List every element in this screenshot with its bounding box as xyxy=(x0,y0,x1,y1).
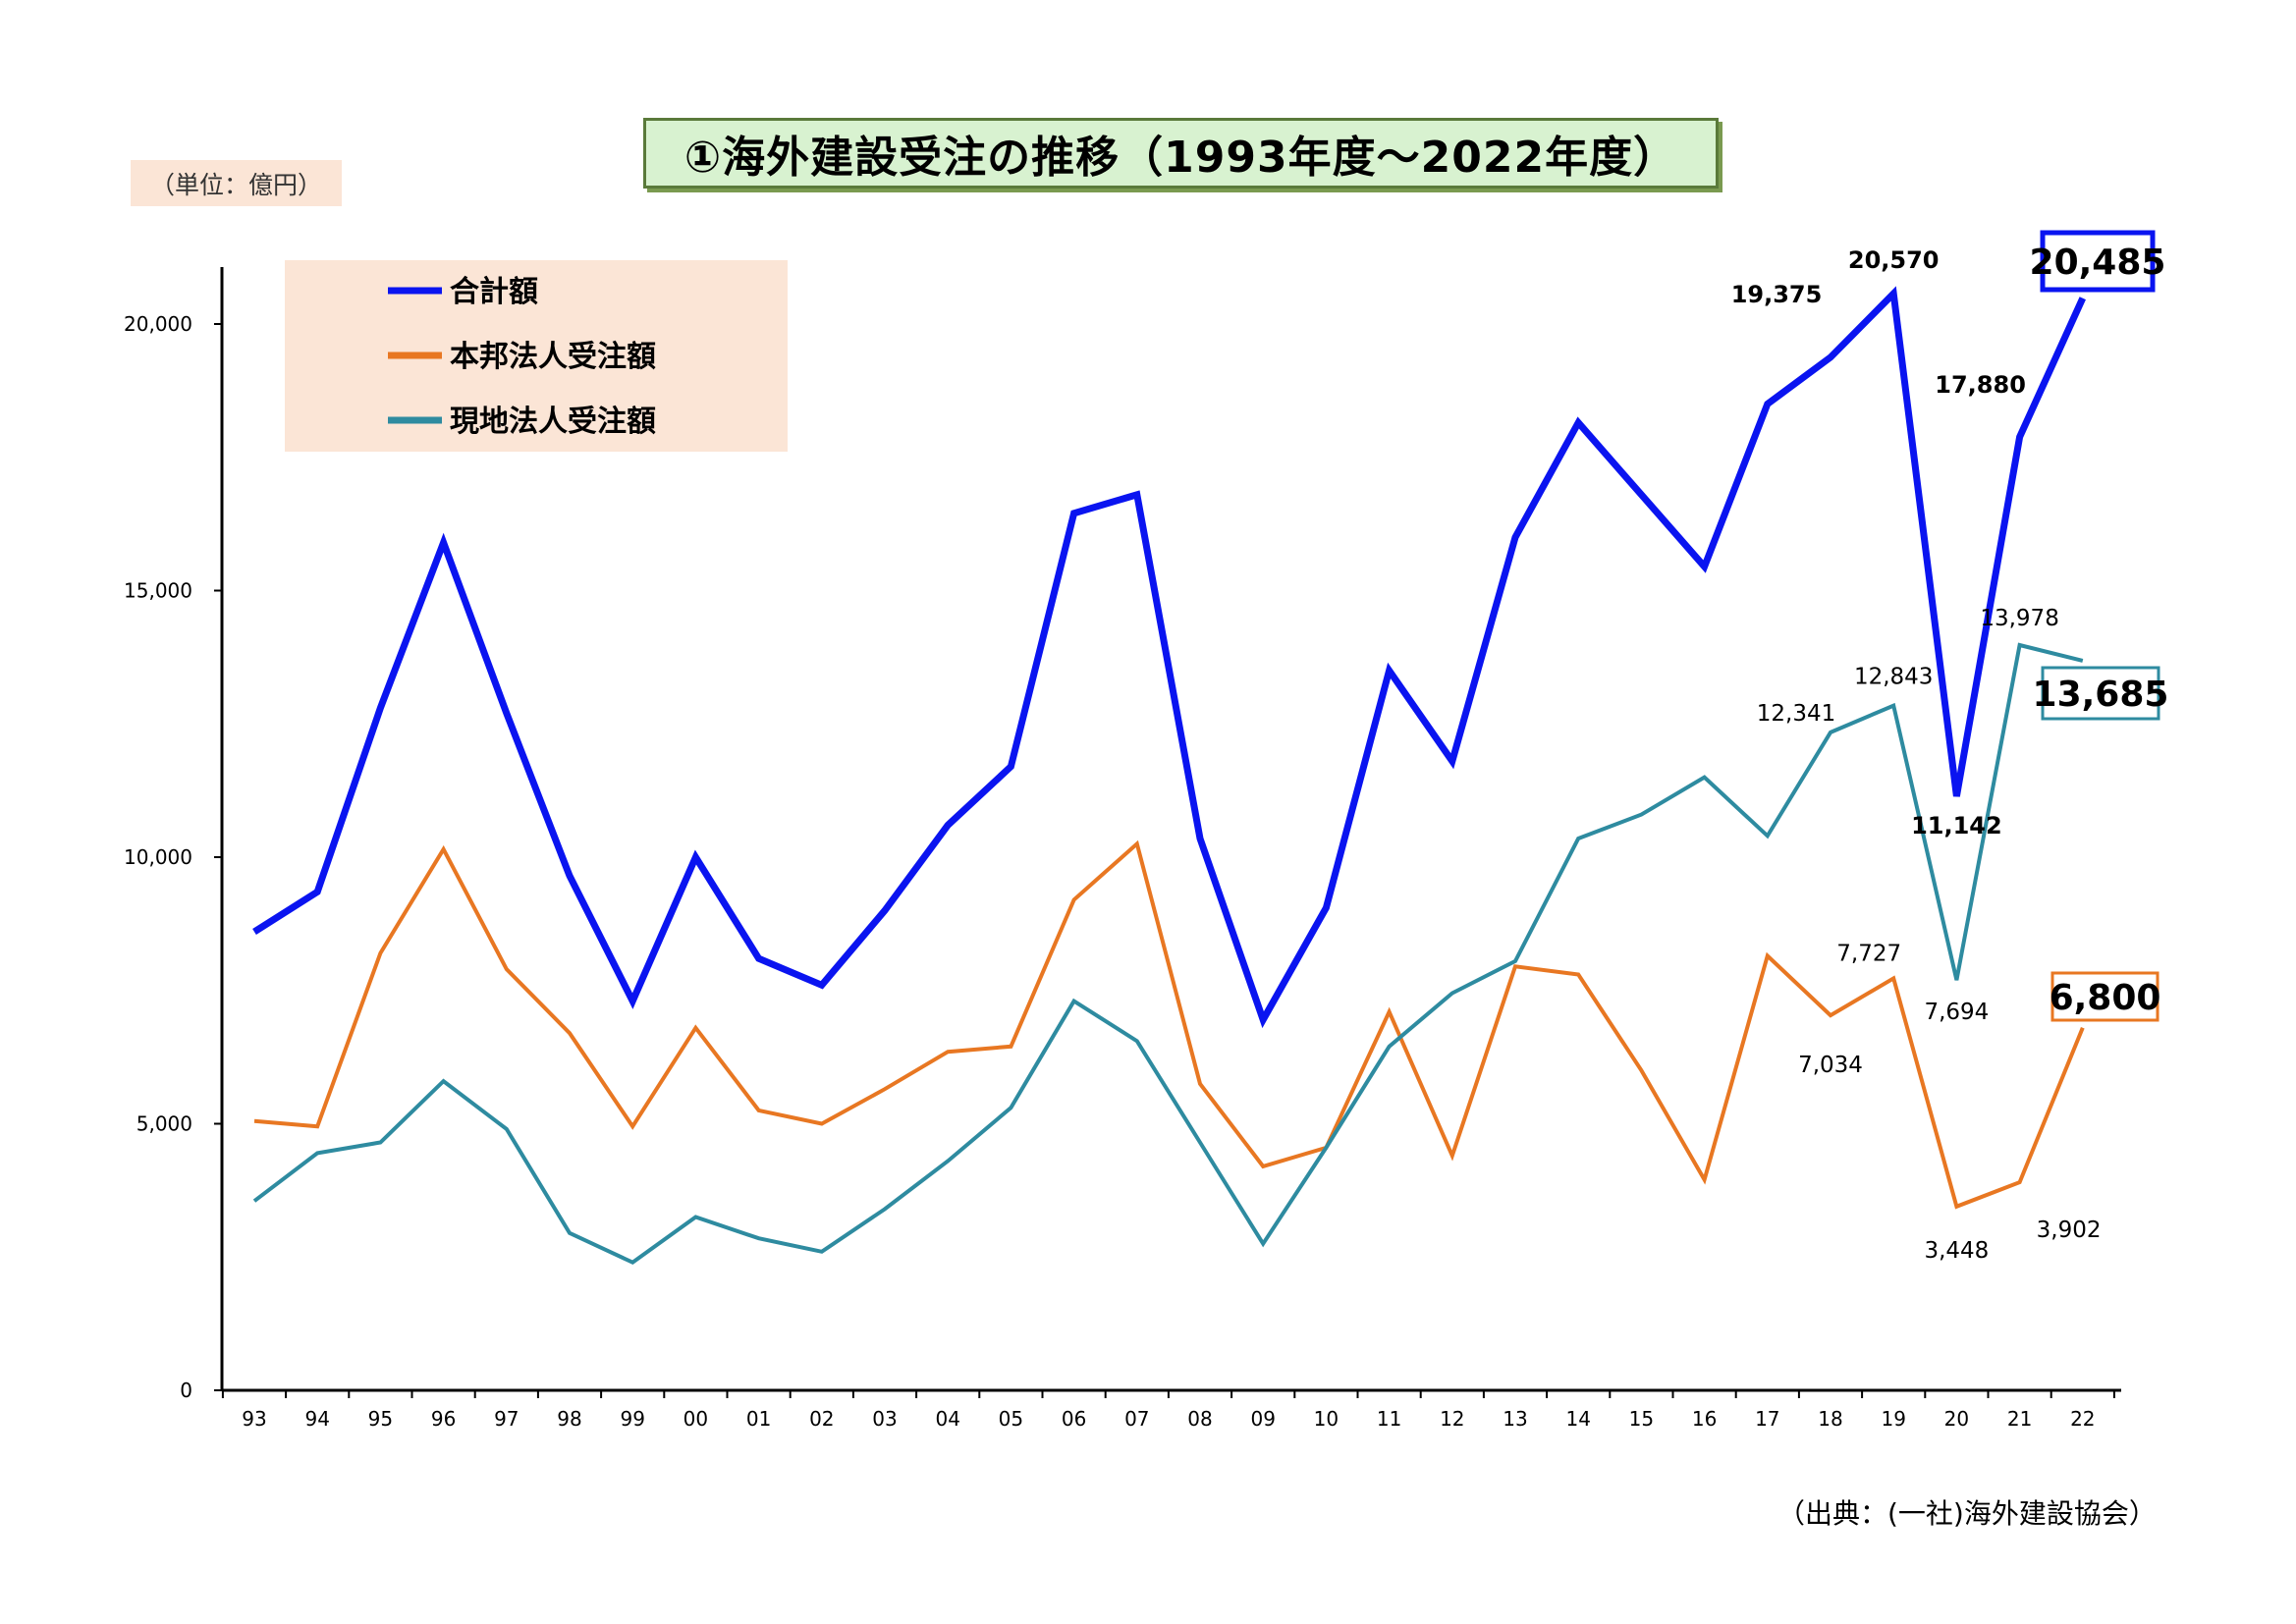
legend-box xyxy=(285,260,788,452)
data-label: 19,375 xyxy=(1731,281,1823,308)
highlight-value: 13,685 xyxy=(2033,675,2169,715)
x-tick-label: 03 xyxy=(872,1407,897,1431)
x-tick-label: 18 xyxy=(1818,1407,1842,1431)
data-label: 7,034 xyxy=(1798,1053,1863,1078)
data-label: 12,341 xyxy=(1757,701,1835,727)
x-tick-label: 13 xyxy=(1503,1407,1527,1431)
highlight-box xyxy=(2040,230,2156,293)
data-label: 17,880 xyxy=(1935,371,2026,399)
x-tick-label: 01 xyxy=(746,1407,771,1431)
x-tick-label: 15 xyxy=(1629,1407,1654,1431)
data-label: 12,843 xyxy=(1854,665,1933,690)
x-tick-label: 12 xyxy=(1440,1407,1464,1431)
x-tick-label: 95 xyxy=(368,1407,393,1431)
x-tick-label: 94 xyxy=(304,1407,329,1431)
x-tick-label: 00 xyxy=(683,1407,708,1431)
highlight-box xyxy=(2041,666,2160,721)
y-tick-label: 5,000 xyxy=(137,1112,192,1136)
x-tick-label: 09 xyxy=(1250,1407,1275,1431)
x-tick-label: 14 xyxy=(1565,1407,1590,1431)
x-tick-label: 22 xyxy=(2070,1407,2095,1431)
x-tick-label: 20 xyxy=(1944,1407,1969,1431)
data-label: 3,902 xyxy=(2037,1218,2102,1243)
x-tick-label: 17 xyxy=(1755,1407,1779,1431)
x-tick-label: 19 xyxy=(1881,1407,1905,1431)
legend-label: 現地法人受注額 xyxy=(450,405,656,439)
x-tick-label: 96 xyxy=(431,1407,456,1431)
source-note: （出典：(一社)海外建設協会） xyxy=(1777,1497,2157,1530)
data-label: 7,727 xyxy=(1836,941,1901,966)
data-label: 13,978 xyxy=(1980,606,2058,631)
chart-title: ①海外建設受注の推移（1993年度～2022年度） xyxy=(683,133,1678,183)
x-tick-label: 93 xyxy=(242,1407,266,1431)
x-tick-label: 10 xyxy=(1314,1407,1339,1431)
x-tick-label: 16 xyxy=(1692,1407,1717,1431)
series-line-0 xyxy=(252,286,2086,1029)
x-tick-label: 99 xyxy=(620,1407,644,1431)
x-tick-label: 08 xyxy=(1187,1407,1212,1431)
data-label: 7,694 xyxy=(1924,1000,1989,1025)
series-line-1 xyxy=(253,839,2085,1210)
legend-label: 合計額 xyxy=(450,275,538,309)
x-tick-label: 98 xyxy=(557,1407,581,1431)
x-tick-label: 97 xyxy=(494,1407,519,1431)
x-tick-label: 06 xyxy=(1062,1407,1086,1431)
data-label: 20,570 xyxy=(1848,246,1940,274)
x-tick-label: 11 xyxy=(1377,1407,1401,1431)
series-line-2 xyxy=(252,642,2084,1266)
highlight-value: 6,800 xyxy=(2050,978,2161,1018)
unit-label: （単位：億円） xyxy=(131,160,342,206)
x-tick-label: 07 xyxy=(1124,1407,1149,1431)
x-tick-label: 04 xyxy=(935,1407,959,1431)
x-tick-label: 05 xyxy=(999,1407,1023,1431)
x-tick-label: 02 xyxy=(809,1407,834,1431)
chart-title-box: ①海外建設受注の推移（1993年度～2022年度） xyxy=(643,118,1719,189)
highlight-value: 20,485 xyxy=(2030,243,2166,283)
y-tick-label: 0 xyxy=(180,1379,192,1402)
y-tick-label: 20,000 xyxy=(124,312,192,336)
y-tick-label: 10,000 xyxy=(124,845,192,869)
x-tick-label: 21 xyxy=(2007,1407,2032,1431)
legend-label: 本邦法人受注額 xyxy=(450,340,656,374)
highlight-box xyxy=(2050,971,2159,1022)
y-tick-label: 15,000 xyxy=(124,579,192,603)
data-label: 3,448 xyxy=(1924,1238,1989,1264)
data-label: 11,142 xyxy=(1911,812,2002,839)
